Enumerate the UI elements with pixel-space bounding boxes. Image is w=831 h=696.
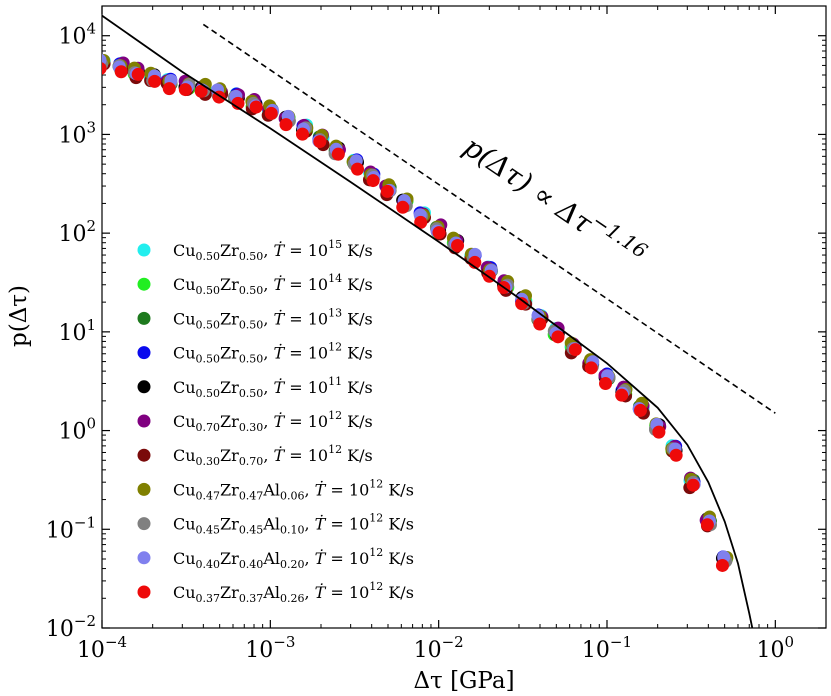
annotation-text: p(Δτ) ∝ Δτ (458, 130, 599, 241)
data-point (414, 215, 428, 229)
annotation-exponent: −1.16 (588, 209, 652, 263)
y-tick-label: 10−1 (46, 513, 96, 543)
data-point (551, 330, 565, 344)
data-point (700, 518, 714, 532)
legend-marker (137, 551, 151, 565)
legend-marker (137, 448, 151, 462)
legend-label: Cu0.50Zr0.50, Ṫ = 1012 K/s (173, 341, 373, 366)
data-point (295, 127, 309, 141)
data-point (584, 361, 598, 375)
data-point (148, 74, 162, 88)
data-point (331, 147, 345, 161)
legend-marker (137, 585, 151, 599)
x-tick-label: 10−2 (414, 633, 464, 663)
data-point (615, 388, 629, 402)
data-point (313, 135, 327, 149)
y-tick-label: 100 (58, 415, 96, 445)
x-tick-label: 10−4 (77, 633, 127, 663)
fit-curve-line (102, 14, 754, 628)
data-point (162, 82, 176, 96)
y-axis-label: p(Δτ) (6, 285, 32, 347)
legend-marker (137, 414, 151, 428)
minor-ticks (102, 5, 827, 628)
legend-label: Cu0.50Zr0.50, Ṫ = 1014 K/s (173, 272, 373, 297)
x-axis-label: Δτ [GPa] (413, 668, 514, 694)
legend-label: Cu0.45Zr0.45Al0.10, Ṫ = 1012 K/s (173, 512, 414, 537)
plot-frame (101, 5, 827, 629)
data-point (568, 343, 582, 357)
data-point (279, 118, 293, 132)
data-point (194, 84, 208, 98)
data-point (652, 425, 666, 439)
data-point (380, 184, 394, 198)
legend-label: Cu0.50Zr0.50, Ṫ = 1015 K/s (173, 238, 373, 263)
data-point (131, 67, 145, 81)
y-tick-label: 103 (58, 118, 96, 148)
x-tick-label: 100 (757, 633, 795, 663)
legend: Cu0.50Zr0.50, Ṫ = 1015 K/s Cu0.50Zr0.50, … (137, 238, 414, 605)
legend-label: Cu0.30Zr0.70, Ṫ = 1012 K/s (173, 443, 373, 468)
legend-marker (137, 277, 151, 291)
legend-marker (137, 311, 151, 325)
legend-marker (137, 346, 151, 360)
legend-label: Cu0.50Zr0.50, Ṫ = 1011 K/s (173, 375, 373, 400)
x-tick-label: 10−1 (582, 633, 632, 663)
legend-label: Cu0.50Zr0.50, Ṫ = 1013 K/s (173, 306, 373, 331)
data-point (366, 174, 380, 188)
data-point (533, 317, 547, 331)
data-point (599, 377, 613, 391)
x-tick-labels: 10−4 10−3 10−2 10−1 100 (77, 633, 794, 663)
powerlaw-reference-line (202, 23, 776, 414)
data-point (114, 65, 128, 79)
legend-marker (137, 482, 151, 496)
data-point (669, 448, 683, 462)
legend-marker (137, 517, 151, 531)
data-point (715, 558, 729, 572)
legend-label: Cu0.40Zr0.40Al0.20, Ṫ = 1012 K/s (173, 546, 414, 571)
powerlaw-annotation: p(Δτ) ∝ Δτ−1.16 (458, 126, 653, 275)
y-tick-labels: 10−2 10−1 100 101 102 103 104 (46, 20, 96, 642)
data-point (633, 403, 647, 417)
legend-marker (137, 380, 151, 394)
data-point (686, 478, 700, 492)
data-point (351, 162, 365, 176)
data-point (396, 200, 410, 214)
x-tick-label: 10−3 (245, 633, 295, 663)
y-tick-label: 10−2 (46, 612, 96, 642)
data-point (264, 106, 278, 120)
y-tick-label: 102 (58, 217, 96, 247)
legend-label: Cu0.37Zr0.37Al0.26, Ṫ = 1012 K/s (173, 580, 414, 605)
legend-label: Cu0.70Zr0.30, Ṫ = 1012 K/s (173, 409, 373, 434)
major-ticks (101, 6, 826, 629)
data-point (451, 238, 465, 252)
y-tick-label: 101 (58, 316, 96, 346)
legend-label: Cu0.47Zr0.47Al0.06, Ṫ = 1012 K/s (173, 477, 414, 502)
data-point (432, 226, 446, 240)
legend-marker (137, 243, 151, 257)
data-point (249, 100, 263, 114)
data-point (102, 62, 107, 75)
data-point (178, 83, 192, 97)
y-tick-label: 104 (58, 20, 96, 50)
data-point (515, 297, 529, 311)
